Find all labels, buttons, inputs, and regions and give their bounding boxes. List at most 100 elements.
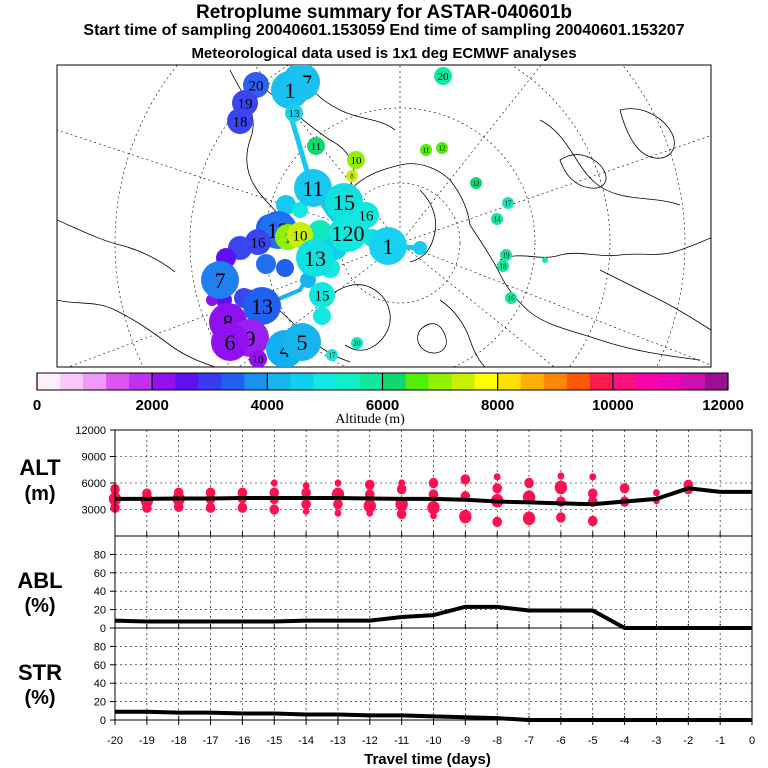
x-tick-label: -16 bbox=[234, 735, 250, 747]
panel-label: STR bbox=[18, 660, 62, 685]
colorbar-tick-label: 12000 bbox=[702, 397, 744, 414]
colorbar-swatch bbox=[704, 373, 729, 390]
colorbar-swatch bbox=[474, 373, 499, 390]
plume-blob bbox=[491, 213, 503, 225]
plume-blob bbox=[346, 170, 358, 182]
plume-blob bbox=[292, 202, 308, 218]
colorbar-title: Altitude (m) bbox=[335, 412, 405, 427]
plume-day-label: 8 bbox=[350, 173, 354, 181]
plume-day-label: 13 bbox=[289, 108, 301, 120]
colorbar-tick-label: 2000 bbox=[135, 397, 168, 414]
colorbar-swatch bbox=[198, 373, 222, 390]
x-tick-label: -13 bbox=[330, 735, 346, 747]
x-tick-label: -7 bbox=[524, 735, 534, 747]
plume-day-label: 15 bbox=[315, 288, 330, 304]
plume-blob bbox=[413, 241, 427, 255]
y-tick-label: 60 bbox=[94, 660, 106, 672]
plume-day-label: 1 bbox=[285, 78, 296, 103]
plume-blob bbox=[296, 239, 334, 277]
altitude-spread-mark bbox=[557, 472, 565, 480]
plume-blob bbox=[351, 337, 363, 349]
colorbar-swatch bbox=[359, 373, 383, 390]
y-tick-label: 40 bbox=[94, 678, 106, 690]
altitude-spread-mark bbox=[524, 477, 534, 489]
plume-blob bbox=[505, 292, 517, 304]
colorbar-swatch bbox=[37, 373, 61, 390]
altitude-spread-mark bbox=[269, 504, 280, 515]
colorbar-swatch bbox=[106, 373, 130, 390]
y-tick-label: 60 bbox=[94, 568, 106, 580]
colorbar-swatch bbox=[83, 373, 107, 390]
colorbar-swatch bbox=[313, 373, 337, 390]
plume-blob bbox=[347, 151, 365, 169]
altitude-spread-mark bbox=[302, 482, 310, 490]
x-tick-label: -5 bbox=[588, 735, 598, 747]
meteo-data-line: Meteorological data used is 1x1 deg ECMW… bbox=[191, 45, 577, 62]
colorbar-swatch bbox=[382, 373, 407, 390]
plume-blob bbox=[285, 104, 303, 122]
x-tick-label: -12 bbox=[362, 735, 378, 747]
plume-blob bbox=[313, 307, 331, 325]
x-tick-label: -10 bbox=[426, 735, 442, 747]
colorbar-swatch bbox=[405, 373, 430, 390]
altitude-spread-mark bbox=[427, 500, 440, 515]
altitude-spread-mark bbox=[173, 501, 184, 513]
altitude-spread-mark bbox=[237, 502, 248, 513]
plume-blob bbox=[326, 349, 338, 361]
plume-day-label: 11 bbox=[311, 141, 322, 153]
plume-day-label: 13 bbox=[251, 294, 273, 319]
plume-blob bbox=[434, 67, 452, 85]
altitude-spread-mark bbox=[587, 488, 598, 499]
plume-blob bbox=[470, 177, 482, 189]
panel-unit: (m) bbox=[24, 483, 55, 505]
plume-day-label: 18 bbox=[500, 263, 508, 271]
colorbar-tick-label: 8000 bbox=[481, 397, 514, 414]
y-tick-label: 20 bbox=[94, 697, 106, 709]
altitude-spread-mark bbox=[396, 483, 407, 495]
plume-day-label: 17 bbox=[505, 200, 513, 208]
plume-day-label: 7 bbox=[215, 268, 226, 293]
plume-day-label: 14 bbox=[494, 216, 502, 224]
colorbar-swatch bbox=[451, 373, 476, 390]
x-tick-label: -18 bbox=[171, 735, 187, 747]
plume-blob bbox=[307, 137, 325, 155]
plume-day-label: 18 bbox=[233, 114, 248, 130]
colorbar-swatch bbox=[290, 373, 314, 390]
plume-day-label: 10 bbox=[253, 354, 265, 366]
x-axis-title: Travel time (days) bbox=[364, 751, 491, 768]
colorbar-swatch bbox=[566, 373, 591, 390]
plume-blob bbox=[256, 254, 276, 274]
altitude-spread-mark bbox=[302, 507, 310, 515]
plume-blob bbox=[249, 350, 267, 367]
plume-blob bbox=[227, 108, 253, 134]
altitude-spread-mark bbox=[334, 479, 342, 487]
plume-blob bbox=[329, 214, 367, 252]
colorbar-swatch bbox=[244, 373, 268, 390]
y-tick-label: 80 bbox=[94, 641, 106, 653]
colorbar-tick-label: 10000 bbox=[592, 397, 634, 414]
plume-day-label: 9 bbox=[245, 326, 256, 351]
y-tick-label: 9000 bbox=[82, 452, 106, 464]
y-tick-label: 0 bbox=[100, 623, 106, 635]
colorbar-swatch bbox=[589, 373, 614, 390]
plume-blob bbox=[245, 229, 271, 255]
plume-day-label: 11 bbox=[423, 147, 430, 155]
plume-blob bbox=[276, 259, 294, 277]
plume-blob bbox=[276, 195, 296, 215]
plume-blob bbox=[283, 323, 321, 361]
plume-day-label: 19 bbox=[503, 252, 511, 260]
plume-day-label: 20 bbox=[438, 71, 450, 83]
plume-blob bbox=[201, 261, 239, 299]
alt-line bbox=[115, 486, 752, 507]
panel-abl: 80 60 40 20 0 ABL(%) bbox=[17, 535, 753, 635]
colorbar-swatch bbox=[175, 373, 199, 390]
colorbar-tick-label: 0 bbox=[33, 397, 41, 414]
colorbar-swatch bbox=[152, 373, 176, 390]
panel-unit: (%) bbox=[24, 687, 55, 709]
colorbar-swatch bbox=[612, 373, 637, 390]
altitude-spread-mark bbox=[205, 502, 216, 513]
panel-alt: 12000 9000 6000 3000 ALT (m) bbox=[19, 425, 753, 537]
panel-label: ALT bbox=[19, 455, 61, 480]
chart-title: Retroplume summary for ASTAR-040601b bbox=[196, 2, 572, 23]
